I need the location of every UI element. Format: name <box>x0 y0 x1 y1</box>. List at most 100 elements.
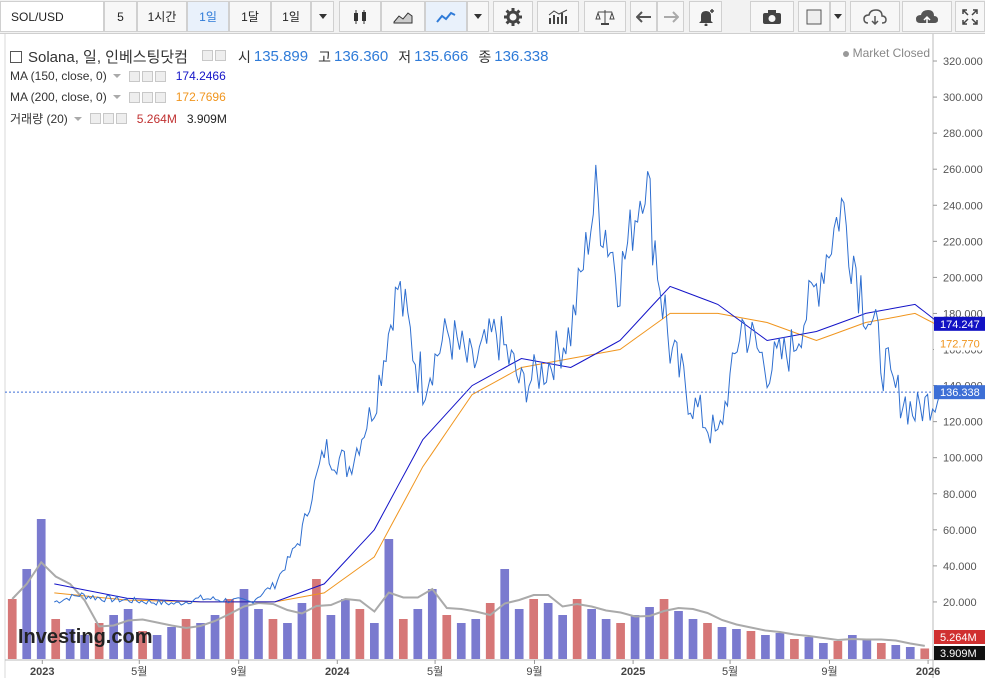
interval-1h-button[interactable]: 1시간 <box>137 1 187 32</box>
eye-icon[interactable] <box>128 70 140 82</box>
series-title: Solana, 일, 인베스팅닷컴 <box>28 49 188 66</box>
volume-bar <box>167 627 176 659</box>
high-value: 136.360 <box>334 48 389 65</box>
gear-icon[interactable] <box>141 70 153 82</box>
x-tick-label: 9월 <box>526 665 542 678</box>
volume-bar <box>398 619 408 659</box>
collapse-legend-icon[interactable] <box>10 50 22 63</box>
fullscreen-button[interactable] <box>955 1 985 32</box>
ma150-axis-tag-bg <box>934 316 985 331</box>
eye-icon[interactable] <box>128 91 140 103</box>
interval-button[interactable]: 5 <box>104 1 137 32</box>
volume-bar <box>65 629 75 659</box>
snapshot-button[interactable] <box>750 1 794 32</box>
x-tick-label: 9월 <box>231 665 247 678</box>
gear-icon[interactable] <box>102 113 114 124</box>
volume-bar <box>543 603 553 659</box>
indicators-button[interactable] <box>537 1 579 32</box>
volume-bar <box>529 599 539 659</box>
chevron-down-icon[interactable] <box>112 95 121 99</box>
open-value: 135.899 <box>253 48 309 65</box>
high-label: 고 <box>318 48 331 65</box>
volume-bar <box>630 615 640 659</box>
compare-button[interactable] <box>584 1 626 32</box>
redo-button[interactable] <box>657 1 684 32</box>
undo-button[interactable] <box>630 1 657 32</box>
ma200-axis-tag-bg <box>934 336 985 351</box>
volume-bar <box>210 615 220 659</box>
y-tick-label: 200.000 <box>943 272 983 284</box>
color-dropdown[interactable] <box>830 1 846 32</box>
load-layout-button[interactable] <box>850 1 900 32</box>
market-status: Market Closed <box>842 46 930 60</box>
gear-icon <box>504 7 522 26</box>
volume-bar <box>225 599 234 659</box>
volume-ma-axis-tag: 3.909M <box>940 648 977 660</box>
y-tick-label: 220.000 <box>943 236 983 248</box>
volume-bar <box>427 589 437 659</box>
volume-bar <box>384 539 394 659</box>
eye-icon[interactable] <box>201 49 213 61</box>
ma200-line <box>54 312 941 603</box>
chevron-down-icon <box>318 14 327 19</box>
balance-scale-icon <box>595 9 615 25</box>
y-tick-label: 20.000 <box>943 597 977 609</box>
volume-bar <box>283 623 292 659</box>
volume-bar <box>876 643 886 659</box>
x-tick-label: 2025 <box>621 666 645 678</box>
volume-bar <box>833 641 843 659</box>
volume-bar <box>905 647 915 659</box>
eye-icon[interactable] <box>89 113 101 124</box>
chevron-down-icon <box>834 14 842 19</box>
open-label: 시 <box>237 48 251 65</box>
cloud-download-icon <box>863 8 887 25</box>
gear-icon[interactable] <box>214 49 226 61</box>
y-tick-label: 280.000 <box>943 128 983 140</box>
color-button[interactable] <box>798 1 830 32</box>
undo-icon <box>635 10 651 23</box>
volume-bar <box>891 645 901 659</box>
volume-bar <box>370 623 379 659</box>
legend-ma200: MA (200, close, 0) 172.7696 <box>10 90 226 104</box>
last-price-axis-tag: 136.338 <box>940 387 980 399</box>
fullscreen-icon <box>962 8 978 25</box>
price-line <box>54 164 941 606</box>
volume-bar <box>804 637 814 659</box>
close-icon[interactable] <box>115 113 127 124</box>
low-label: 저 <box>398 48 412 65</box>
volume-bar <box>123 609 133 659</box>
interval-1d-button[interactable]: 1일 <box>187 1 229 32</box>
volume-bar <box>94 623 104 659</box>
volume-bar <box>688 619 698 659</box>
volume-bar <box>761 635 770 659</box>
save-layout-button[interactable] <box>902 1 952 32</box>
alert-button[interactable] <box>689 1 722 32</box>
price-chart[interactable]: 20.00040.00060.00080.000100.000120.00014… <box>0 34 985 678</box>
gear-icon[interactable] <box>141 91 153 103</box>
y-tick-label: 300.000 <box>943 92 983 104</box>
chevron-down-icon[interactable] <box>112 74 121 78</box>
ma150-value: 174.2466 <box>175 69 226 83</box>
symbol-input[interactable]: SOL/USD <box>0 1 104 32</box>
x-tick-label: 5월 <box>131 665 147 678</box>
close-icon[interactable] <box>154 91 166 103</box>
volume-bar <box>732 629 741 659</box>
candlestick-icon <box>354 9 366 24</box>
line-chart-button[interactable] <box>425 1 467 32</box>
y-tick-label: 120.000 <box>943 417 983 429</box>
volume-bar <box>819 643 828 659</box>
volume-bar <box>442 615 452 659</box>
range-dropdown[interactable] <box>311 1 334 32</box>
chart-type-dropdown[interactable] <box>467 1 489 32</box>
interval-1mo-button[interactable]: 1달 <box>229 1 271 32</box>
area-chart-button[interactable] <box>381 1 425 32</box>
volume-bar <box>312 579 321 659</box>
settings-button[interactable] <box>493 1 533 32</box>
cloud-upload-icon <box>916 9 938 24</box>
chevron-down-icon[interactable] <box>73 116 82 121</box>
close-icon[interactable] <box>154 70 166 82</box>
y-tick-label: 100.000 <box>943 453 983 465</box>
candlestick-button[interactable] <box>339 1 381 32</box>
range-button[interactable]: 1일 <box>271 1 311 32</box>
volume-bar <box>703 623 712 659</box>
